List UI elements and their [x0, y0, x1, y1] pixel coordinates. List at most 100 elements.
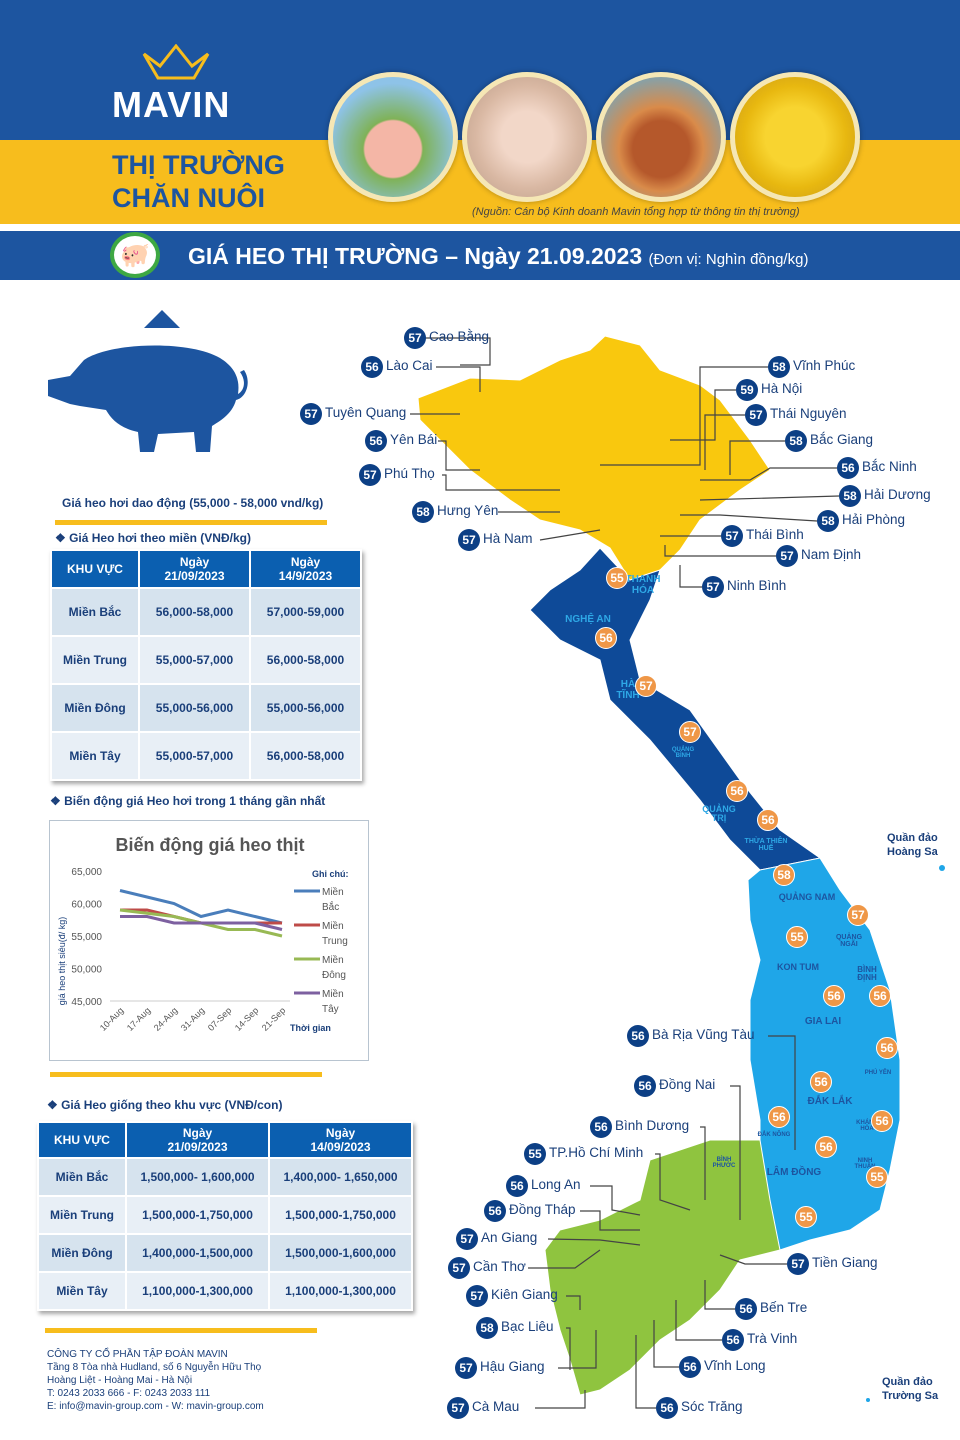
col-header: KHU VỰC	[37, 1121, 127, 1159]
province-price-marker: 56	[810, 1071, 832, 1093]
price-badge: 56	[656, 1397, 678, 1419]
y-tick-label: 45,000	[71, 997, 102, 1008]
source-note: (Nguồn: Cán bộ Kinh doanh Mavin tổng hợp…	[472, 206, 800, 218]
live-price-table: KHU VỰC Ngày 21/09/2023 Ngày 14/9/2023 Miề…	[50, 549, 362, 781]
price-badge: 56	[722, 1329, 744, 1351]
province-price-marker: 56	[726, 780, 748, 802]
price-cell: 57,000-59,000	[249, 587, 362, 637]
province-label: Phú Thọ	[384, 466, 435, 481]
province-price-marker: 58	[773, 864, 795, 886]
caption-text: Giá Heo giống theo khu vực (VNĐ/con)	[61, 1098, 283, 1112]
leader-line	[438, 440, 480, 471]
price-badge: 56	[634, 1075, 656, 1097]
province-label: Kiên Giang	[491, 1287, 558, 1302]
price-cell: 55,000-57,000	[138, 635, 251, 685]
legend-label: Miền	[322, 988, 344, 1000]
leader-line	[580, 1210, 640, 1231]
region-cell: Miền Trung	[37, 1195, 127, 1235]
caption-text: Giá Heo hơi theo miền (VNĐ/kg)	[69, 531, 251, 545]
leader-line	[539, 529, 601, 541]
province-label: Cao Bằng	[429, 329, 490, 344]
price-cell: 1,100,000-1,300,000	[125, 1271, 270, 1311]
price-badge: 56	[365, 430, 387, 452]
province-label: Ninh Bình	[727, 578, 787, 593]
price-trend-chart: Biến động giá heo thịt giá heo thịt siêu…	[49, 820, 369, 1061]
company-web: E: info@mavin-group.com - W: mavin-group…	[47, 1401, 264, 1412]
leader-line	[700, 467, 837, 481]
banner-title-text: GIÁ HEO THỊ TRƯỜNG – Ngày 21.09.2023	[188, 243, 643, 269]
hoang-sa-dot	[939, 865, 945, 871]
leader-line	[535, 1390, 586, 1409]
table-row: Miền Đông 1,400,000-1,500,000 1,500,000-1,…	[37, 1233, 413, 1273]
piglet-table-caption: ❖ Giá Heo giống theo khu vực (VNĐ/con)	[47, 1098, 283, 1112]
province-price-marker: 57	[635, 675, 657, 697]
province-price-marker: 56	[768, 1106, 790, 1128]
leader-line	[679, 565, 702, 588]
price-cell: 1,100,000-1,300,000	[268, 1271, 413, 1311]
caption-text: Biến động giá Heo hơi trong 1 tháng gần …	[64, 794, 326, 808]
region-cell: Miền Đông	[50, 683, 140, 733]
title-line-2: CHĂN NUÔI	[112, 183, 265, 213]
price-badge: 58	[476, 1317, 498, 1339]
legend-label: Đông	[322, 970, 346, 981]
table-row: Miền Tây 55,000-57,000 56,000-58,000	[50, 731, 362, 781]
price-cell: 1,500,000- 1,600,000	[125, 1157, 270, 1197]
price-cell: 55,000-57,000	[138, 731, 251, 781]
legend-label: Tây	[322, 1004, 339, 1015]
province-map-label: NGHỆ AN	[565, 614, 611, 625]
chart-svg: Biến động giá heo thịt giá heo thịt siêu…	[57, 835, 349, 1033]
province-price-marker: 56	[595, 627, 617, 649]
table-row: Miền Tây 1,100,000-1,300,000 1,100,000-1,3…	[37, 1271, 413, 1311]
province-map-label: HÀ TĨNH	[616, 679, 640, 701]
price-badge: 57	[448, 1257, 470, 1279]
table-row: Miền Trung 1,500,000-1,750,000 1,500,000-1…	[37, 1195, 413, 1235]
price-badge: 56	[679, 1356, 701, 1378]
province-label: Bến Tre	[760, 1300, 808, 1315]
price-badge: 57	[456, 1228, 478, 1250]
table-row: Miền Đông 55,000-56,000 55,000-56,000	[50, 683, 362, 733]
ducklings-photo	[730, 72, 860, 202]
province-price-marker: 56	[871, 1110, 893, 1132]
leader-line	[704, 1280, 735, 1310]
price-badge: 56	[361, 356, 383, 378]
province-price-marker: 56	[876, 1037, 898, 1059]
pig-head-icon: 🐖	[110, 232, 160, 278]
region-cell: Miền Bắc	[50, 587, 140, 637]
leader-line	[768, 1035, 796, 1150]
province-price-marker: 56	[757, 809, 779, 831]
region-cell: Miền Đông	[37, 1233, 127, 1273]
province-price-marker: 55	[866, 1166, 888, 1188]
price-cell: 56,000-58,000	[249, 635, 362, 685]
price-badge: 58	[839, 485, 861, 507]
province-map-label: KHÁNH HÒA	[856, 1120, 878, 1133]
col-header: KHU VỰC	[50, 549, 140, 589]
price-badge: 56	[484, 1200, 506, 1222]
price-cell: 56,000-58,000	[138, 587, 251, 637]
region-cell: Miền Bắc	[37, 1157, 127, 1197]
legend-label: Bắc	[322, 900, 339, 913]
leader-line	[424, 337, 491, 366]
leader-line	[600, 366, 768, 466]
leader-lines	[410, 337, 840, 1409]
legend-label: Miền	[322, 886, 344, 898]
province-label: Bắc Ninh	[862, 459, 917, 474]
province-label: TP.Hồ Chí Minh	[549, 1145, 644, 1160]
company-name: CÔNG TY CỔ PHẦN TẬP ĐOÀN MAVIN	[47, 1349, 228, 1360]
price-badge: 59	[736, 379, 758, 401]
leader-line	[664, 545, 776, 557]
leader-line	[635, 1335, 656, 1409]
table-row: Miền Bắc 56,000-58,000 57,000-59,000	[50, 587, 362, 637]
price-badge: 57	[404, 327, 426, 349]
price-badge: 57	[702, 576, 724, 598]
leader-line	[566, 1327, 571, 1370]
price-cell: 55,000-56,000	[138, 683, 251, 733]
title-banner	[0, 228, 960, 280]
price-badge: 58	[785, 430, 807, 452]
province-label: Trà Vinh	[747, 1331, 798, 1346]
col-header: Ngày 21/09/2023	[138, 549, 251, 589]
province-price-marker: 57	[679, 721, 701, 743]
province-label: Bà Rịa Vũng Tàu	[652, 1027, 755, 1042]
province-map-label: KON TUM	[777, 962, 819, 972]
price-cell: 1,400,000- 1,650,000	[268, 1157, 413, 1197]
leader-line	[719, 1254, 787, 1265]
